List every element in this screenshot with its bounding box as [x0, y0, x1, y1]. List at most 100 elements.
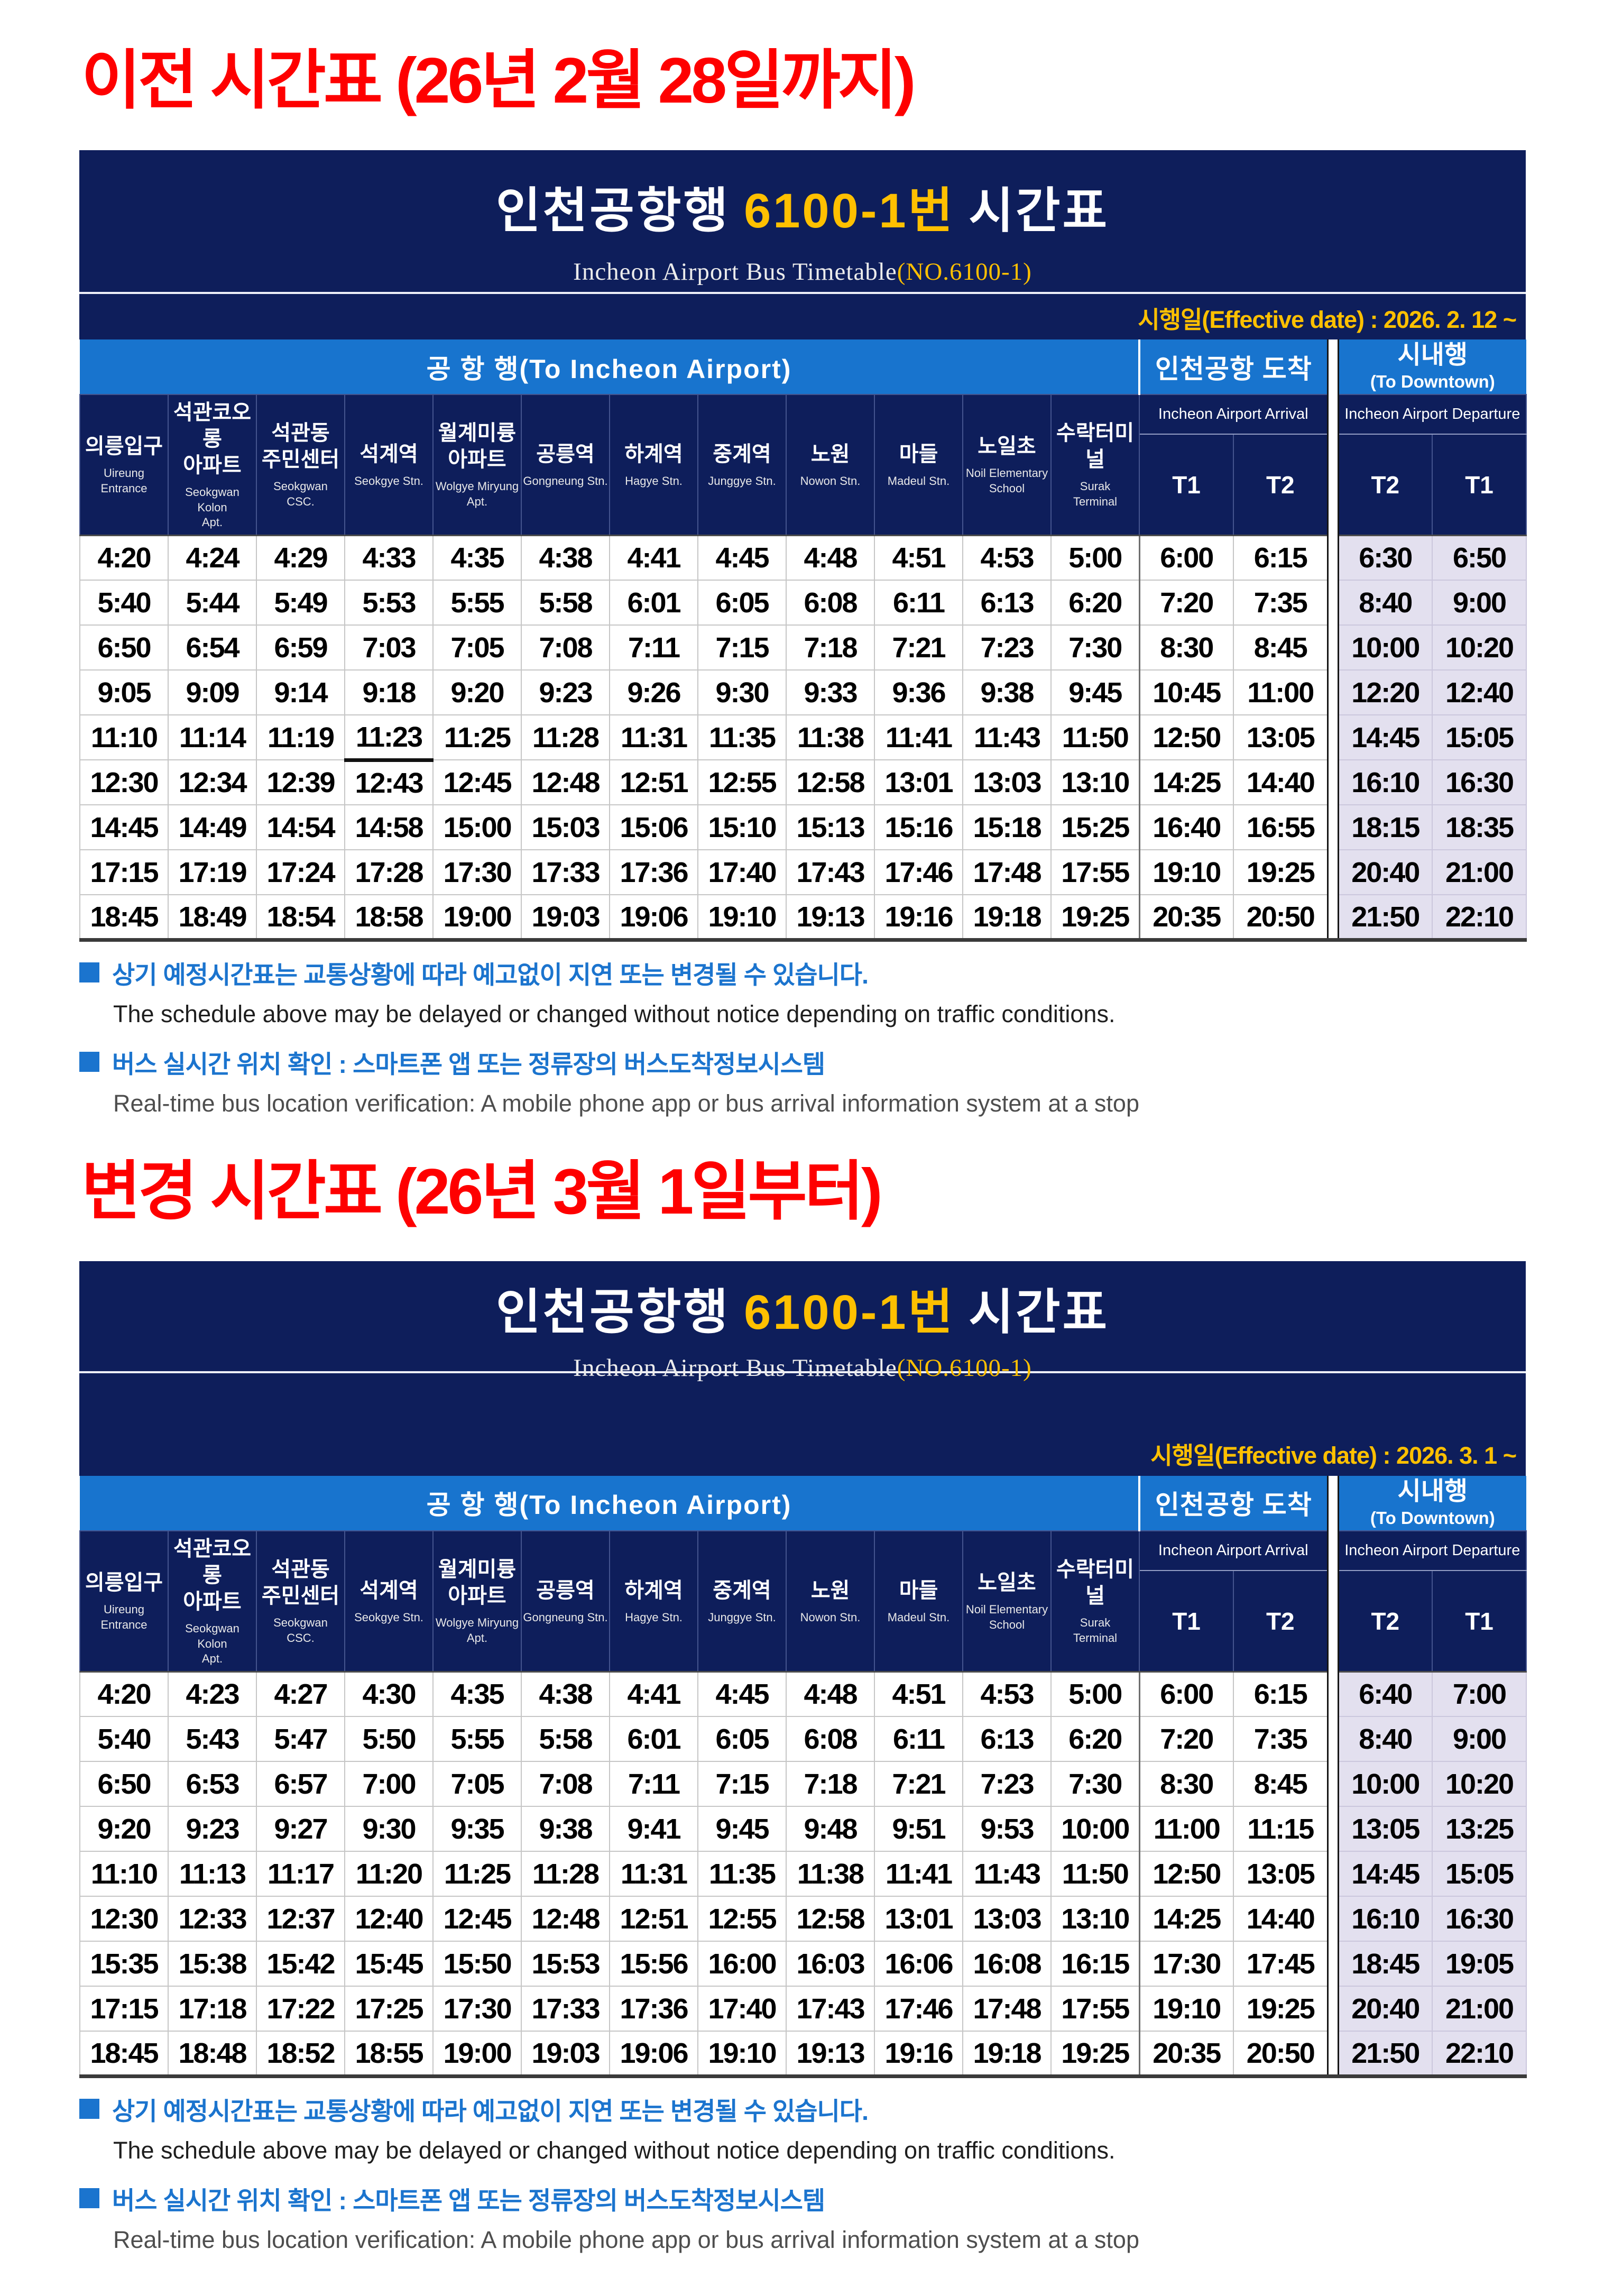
table-subtitle-en: Incheon Airport Bus Timetable — [573, 258, 897, 286]
time-cell: 17:28 — [344, 849, 434, 896]
station-name-kr: 석관코오롱 아파트 — [173, 1537, 252, 1613]
navy-spacer — [79, 1373, 1526, 1431]
time-cell: 22:10 — [1432, 2031, 1527, 2078]
note-korean: 버스 실시간 위치 확인 : 스마트폰 앱 또는 정류장의 버스도착정보시스템 — [79, 1044, 1526, 1080]
time-cell: 4:51 — [874, 1670, 963, 1718]
notes-changed: 상기 예정시간표는 교통상황에 따라 예고없이 지연 또는 변경될 수 있습니다… — [79, 2091, 1526, 2254]
time-cell: 19:10 — [1138, 1986, 1234, 2032]
station-name-kr: 월계미륭 아파트 — [438, 1558, 517, 1608]
time-cell: 11:38 — [786, 1851, 875, 1897]
column-separator — [1326, 805, 1339, 850]
column-separator — [1326, 1530, 1339, 1672]
time-cell: 17:36 — [609, 1986, 698, 2032]
time-cell: 11:25 — [432, 714, 522, 761]
time-cell: 4:23 — [168, 1670, 257, 1718]
column-separator — [1326, 1896, 1339, 1942]
station-name-en: Seokgwan CSC. — [273, 480, 328, 508]
time-cell: 7:15 — [697, 1761, 787, 1807]
time-cell: 12:45 — [432, 759, 522, 806]
time-cell: 7:11 — [609, 624, 698, 671]
time-cell: 7:08 — [521, 624, 610, 671]
column-separator — [1326, 715, 1339, 760]
group-to-downtown-en: (To Downtown) — [1370, 371, 1495, 391]
time-cell: 9:35 — [432, 1806, 522, 1852]
note-korean: 상기 예정시간표는 교통상황에 따라 예고없이 지연 또는 변경될 수 있습니다… — [79, 2091, 1526, 2127]
time-cell: 19:10 — [1138, 849, 1234, 896]
time-cell: 18:58 — [344, 894, 434, 942]
station-name-en: Uireung Entrance — [100, 466, 148, 495]
station-name-en: Seokgye Stn. — [354, 1610, 423, 1624]
time-cell: 13:05 — [1338, 1806, 1433, 1852]
group-to-airport: 공 항 행(To Incheon Airport) — [80, 1475, 1141, 1531]
time-cell: 12:43 — [344, 759, 434, 806]
station-name-en: Uireung Entrance — [100, 1603, 148, 1631]
time-cell: 10:00 — [1338, 1761, 1433, 1807]
bus-timetable-previous: 공 항 행(To Incheon Airport) 인천공항 도착 시내행 (T… — [79, 339, 1527, 942]
time-cell: 10:20 — [1432, 624, 1527, 671]
time-cell: 13:03 — [962, 759, 1052, 806]
time-cell: 16:00 — [697, 1941, 787, 1987]
time-cell: 22:10 — [1432, 894, 1527, 942]
table-title-suffix: 시간표 — [969, 184, 1110, 238]
time-cell: 21:00 — [1432, 1986, 1527, 2032]
time-cell: 21:00 — [1432, 849, 1527, 896]
time-cell: 12:51 — [609, 759, 698, 806]
time-cell: 6:15 — [1233, 1670, 1329, 1718]
time-cell: 9:33 — [786, 669, 875, 716]
time-cell: 6:00 — [1138, 534, 1234, 581]
table-title: 인천공항행 6100-1번 시간표 — [79, 150, 1526, 242]
time-cell: 7:00 — [344, 1761, 434, 1807]
time-cell: 14:40 — [1233, 1896, 1329, 1942]
station-name-kr: 노원 — [810, 1578, 850, 1602]
time-cell: 15:06 — [609, 804, 698, 851]
section-changed-timetable: 변경 시간표 (26년 3월 1일부터) 인천공항행 6100-1번 시간표 Inc… — [79, 1158, 1527, 2254]
time-cell: 14:25 — [1138, 759, 1234, 806]
table-title-prefix: 인천공항행 — [495, 184, 731, 238]
time-cell: 17:48 — [962, 849, 1052, 896]
time-cell: 20:40 — [1338, 849, 1433, 896]
time-cell: 10:45 — [1138, 669, 1234, 716]
time-cell: 14:40 — [1233, 759, 1329, 806]
time-cell: 17:33 — [521, 1986, 610, 2032]
time-cell: 19:13 — [786, 894, 875, 942]
station-header-9: 노원 Nowon Stn. — [786, 1530, 875, 1673]
note-english: The schedule above may be delayed or cha… — [113, 1000, 1116, 1027]
note-korean: 상기 예정시간표는 교통상황에 따라 예고없이 지연 또는 변경될 수 있습니다… — [79, 954, 1526, 991]
arrival-label: Incheon Airport Arrival — [1139, 394, 1329, 435]
time-cell: 18:52 — [256, 2031, 345, 2078]
station-name-en: Noil Elementary School — [965, 466, 1048, 495]
time-cell: 9:51 — [874, 1806, 963, 1852]
time-cell: 7:18 — [786, 624, 875, 671]
station-name-en: Seokgwan CSC. — [273, 1616, 328, 1645]
time-cell: 13:10 — [1050, 759, 1140, 806]
time-cell: 17:30 — [432, 1986, 522, 2032]
time-cell: 11:38 — [786, 714, 875, 761]
time-cell: 9:26 — [609, 669, 698, 716]
time-cell: 6:15 — [1233, 534, 1329, 581]
time-cell: 4:30 — [344, 1670, 434, 1718]
terminal-row: T1 T2 T2 T1 — [80, 1570, 1527, 1673]
timetable-row-3: 6:50 6:54 6:59 7:03 7:05 7:08 7:11 7:15 7:18 7:21… — [79, 624, 1527, 671]
table-title-suffix: 시간표 — [969, 1285, 1110, 1339]
time-cell: 5:00 — [1050, 1670, 1140, 1718]
time-cell: 6:50 — [1432, 534, 1527, 581]
time-cell: 9:23 — [168, 1806, 257, 1852]
time-cell: 9:00 — [1432, 1716, 1527, 1762]
time-cell: 15:25 — [1050, 804, 1140, 851]
column-separator — [1326, 535, 1339, 581]
station-name-kr: 수락터미널 — [1056, 421, 1135, 472]
time-cell: 18:35 — [1432, 804, 1527, 851]
navy-spacer — [79, 294, 1526, 296]
time-cell: 11:20 — [344, 1851, 434, 1897]
time-cell: 11:41 — [874, 1851, 963, 1897]
time-cell: 7:35 — [1233, 580, 1329, 626]
time-cell: 6:30 — [1338, 534, 1433, 581]
note-korean: 버스 실시간 위치 확인 : 스마트폰 앱 또는 정류장의 버스도착정보시스템 — [79, 2180, 1526, 2217]
time-cell: 19:18 — [962, 2031, 1052, 2078]
time-cell: 18:45 — [79, 894, 169, 942]
time-cell: 4:33 — [344, 534, 434, 581]
station-header-1: 의릉입구 Uireung Entrance — [79, 394, 169, 536]
time-cell: 10:00 — [1050, 1806, 1140, 1852]
effective-date: 시행일(Effective date) : 2026. 3. 1 ~ — [79, 1431, 1526, 1476]
time-cell: 15:03 — [521, 804, 610, 851]
